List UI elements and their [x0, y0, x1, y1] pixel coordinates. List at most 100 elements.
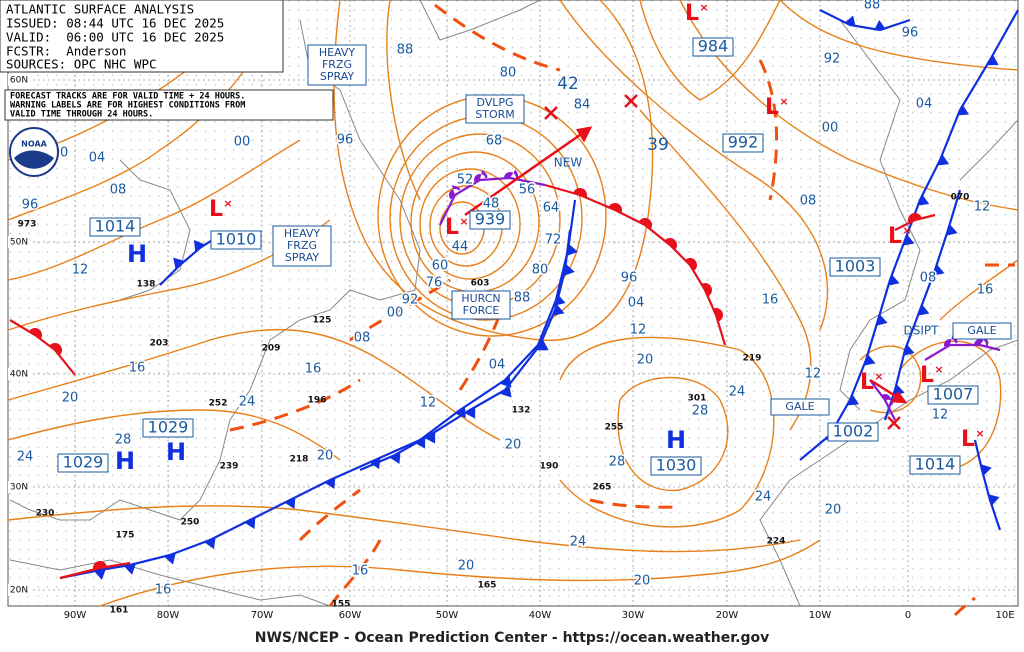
station-value: 125: [313, 316, 332, 326]
storm-tracks-part: [464, 126, 591, 217]
troughs-part: [434, 3, 561, 72]
isobar-label: 24: [570, 535, 587, 550]
storm-tracks-part: [544, 94, 901, 430]
pressure-label: 1010: [216, 230, 257, 249]
label-box: [692, 37, 734, 57]
lon-box: [895, 609, 921, 621]
lat-label: 20N: [10, 586, 28, 596]
label-box: [89, 217, 141, 237]
station-value: 255: [605, 423, 624, 433]
isobar-label: 16: [352, 564, 369, 579]
isobar-label: 28: [115, 433, 132, 448]
label-box: [909, 455, 961, 475]
lon-label: 0: [905, 610, 911, 621]
isobar-label: 88: [397, 43, 414, 58]
label-box: [827, 422, 879, 442]
label-box: [829, 257, 881, 277]
isobar-label: 88: [514, 291, 531, 306]
station-value: 165: [478, 581, 497, 591]
map-background-part: [7, 0, 1019, 607]
pressure-label: 1030: [656, 456, 697, 475]
header-sources: SOURCES: OPC NHC WPC: [6, 57, 157, 72]
coastlines-part: [419, 0, 541, 41]
label-box: [927, 385, 979, 405]
lon-label: 70W: [251, 610, 274, 621]
station-value: 161: [110, 606, 129, 616]
station-value: 224: [767, 537, 786, 547]
isobar-label: 28: [609, 455, 626, 470]
station-value: 218: [290, 455, 309, 465]
header-box-part: ATLANTIC SURFACE ANALYSIS ISSUED: 08:44 …: [6, 2, 224, 72]
lon-box: [434, 609, 460, 621]
isobar-label: 80: [500, 66, 517, 81]
annotation: NEW: [554, 156, 583, 170]
station-value: 239: [220, 462, 239, 472]
station-value: 230: [36, 509, 55, 519]
isobar-label: 00: [387, 306, 404, 321]
isobar-label: 20: [637, 353, 654, 368]
warning-label: FORCE: [463, 304, 500, 317]
isobar-label: 04: [489, 358, 506, 373]
lat-box: [8, 236, 30, 248]
isobar-label: 96: [22, 198, 39, 213]
troughs-part: [953, 596, 976, 617]
low-symbol: L: [860, 370, 874, 395]
header-box: ATLANTIC SURFACE ANALYSIS ISSUED: 08:44 …: [0, 0, 284, 73]
isobar-label: 00: [822, 121, 839, 136]
station-value: 132: [512, 406, 531, 416]
isobar-label: 20: [634, 574, 651, 589]
isobar-label: 12: [72, 263, 89, 278]
fronts-part: [924, 345, 1001, 361]
label-box: [650, 456, 702, 476]
station-value: 219: [743, 354, 762, 364]
pressure-label: 1014: [95, 217, 136, 236]
station-value: 138: [137, 280, 156, 290]
isobar-label: 48: [483, 197, 500, 212]
label-box: [722, 133, 764, 153]
isobar-label: 20: [317, 449, 334, 464]
fronts-part: [159, 234, 221, 286]
station-value: 973: [18, 220, 37, 230]
station-value: 196: [308, 396, 327, 406]
label-box: [272, 225, 332, 267]
isobar-label: 16: [305, 362, 322, 377]
high-symbol: H: [166, 438, 186, 466]
fronts: [9, 9, 1019, 580]
pressure-label: 984: [698, 37, 729, 56]
fronts-part: [894, 213, 936, 231]
isobar-label: 12: [630, 323, 647, 338]
lat-box: [8, 368, 30, 380]
low-mark: ×: [934, 363, 943, 376]
lat-box: [8, 74, 30, 86]
lon-label: 50W: [436, 610, 459, 621]
isobar-label: 76: [426, 276, 443, 291]
storm-tracks: [464, 94, 908, 430]
lon-label: 20W: [716, 610, 739, 621]
isobar-label: 20: [458, 559, 475, 574]
lon-box: [62, 609, 88, 621]
pressure-label: 1007: [933, 385, 974, 404]
header-issued: ISSUED: 08:44 UTC 16 DEC 2025: [6, 16, 224, 31]
header-box-part: [0, 0, 284, 73]
station-value: 155: [332, 600, 351, 610]
lat-label: 40N: [10, 370, 28, 380]
station-value: 175: [116, 531, 135, 541]
isobar-label: 12: [420, 396, 437, 411]
isobar-label: 16: [155, 583, 172, 598]
low-symbol: L: [445, 215, 459, 240]
logo-text: NOAA: [21, 140, 47, 149]
isobar-label: 24: [729, 385, 746, 400]
lon-label: 10W: [809, 610, 832, 621]
label-box: [142, 418, 194, 438]
station-value: 301: [688, 394, 707, 404]
warning-label: GALE: [967, 324, 996, 337]
isobars-part: [639, 0, 781, 101]
fronts-part: [973, 439, 1002, 531]
isobar-label: 28: [692, 404, 709, 419]
isobars-part: [7, 139, 301, 281]
station-value: 190: [540, 462, 559, 472]
low-mark: ×: [975, 427, 984, 440]
station-value: 252: [209, 399, 228, 409]
low-mark: ×: [779, 95, 788, 108]
